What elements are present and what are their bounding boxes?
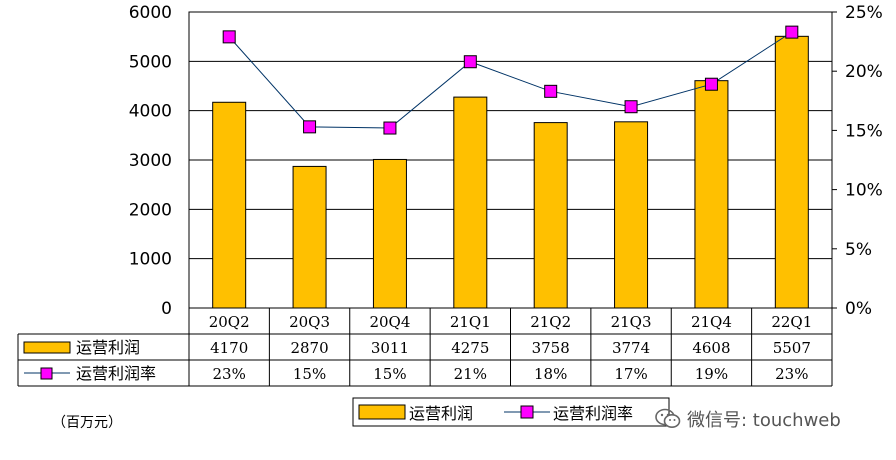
x-category-label: 22Q1 xyxy=(771,313,812,331)
legend-bar-key xyxy=(358,404,406,420)
bar xyxy=(212,101,247,309)
bar xyxy=(614,121,649,309)
line-marker xyxy=(383,121,397,135)
legend-line-marker xyxy=(520,405,534,419)
x-category-label: 21Q2 xyxy=(530,313,571,331)
table-row-label: 运营利润率 xyxy=(76,364,156,383)
table-cell: 3758 xyxy=(532,339,570,357)
y-left-tick-label: 0 xyxy=(161,299,172,319)
data-table: 20Q2 20Q3 20Q4 21Q1 21Q2 21Q3 21Q4 22Q1 运营利润 4170… xyxy=(17,308,833,387)
line-marker xyxy=(624,100,638,114)
bar xyxy=(533,122,568,309)
y-left-tick-label: 5000 xyxy=(129,52,172,72)
margin-line-path xyxy=(228,31,793,129)
x-category-label: 21Q1 xyxy=(450,313,491,331)
bar xyxy=(372,158,407,309)
bars xyxy=(212,35,809,309)
table-cell: 4170 xyxy=(210,339,248,357)
legend-bar-label: 运营利润 xyxy=(409,404,473,423)
bar xyxy=(774,35,809,309)
table-cell: 3774 xyxy=(612,339,650,357)
x-category-label: 20Q3 xyxy=(289,313,330,331)
table-cell: 5507 xyxy=(773,339,811,357)
table-cell: 15% xyxy=(293,365,326,383)
legend: 运营利润 运营利润率 xyxy=(352,397,670,427)
watermark-text: 微信号: touchweb xyxy=(687,410,841,431)
table-cell: 18% xyxy=(534,365,567,383)
y-left-tick-label: 2000 xyxy=(129,200,172,220)
x-category-label: 21Q3 xyxy=(611,313,652,331)
table-cell: 2870 xyxy=(290,339,328,357)
row-key-bar xyxy=(23,341,71,354)
line-marker xyxy=(704,77,718,91)
unit-note: （百万元） xyxy=(52,415,122,431)
x-category-label: 21Q4 xyxy=(691,313,732,331)
table-cell: 17% xyxy=(614,365,647,383)
bar xyxy=(292,165,327,309)
table-cell: 23% xyxy=(213,365,246,383)
y-right-tick-label: 0% xyxy=(845,299,872,319)
row-key-marker xyxy=(40,367,53,380)
line-marker xyxy=(222,30,236,44)
table-cell: 4275 xyxy=(451,339,489,357)
margin-line xyxy=(222,25,799,135)
y-right-tick-label: 25% xyxy=(845,3,883,23)
y-right-tick-label: 5% xyxy=(845,240,872,260)
y-left-tick-label: 3000 xyxy=(129,151,172,171)
y-left-tick-label: 4000 xyxy=(129,102,172,122)
y-left-tick-label: 1000 xyxy=(129,250,172,270)
x-category-label: 20Q4 xyxy=(369,313,410,331)
x-category-label: 20Q2 xyxy=(209,313,250,331)
table-row-label: 运营利润 xyxy=(76,338,140,357)
y-right-tick-label: 20% xyxy=(845,62,883,82)
table-cell: 19% xyxy=(695,365,728,383)
gridlines xyxy=(189,11,832,309)
y-right-tick-label: 15% xyxy=(845,121,883,141)
table-cell: 15% xyxy=(373,365,406,383)
table-cell: 3011 xyxy=(371,339,409,357)
table-cell: 21% xyxy=(454,365,487,383)
y-left-tick-label: 6000 xyxy=(129,3,172,23)
y-right-tick-label: 10% xyxy=(845,181,883,201)
line-marker xyxy=(463,55,477,69)
wechat-icon xyxy=(655,408,681,428)
table-cell: 23% xyxy=(775,365,808,383)
line-marker xyxy=(303,120,317,134)
line-marker xyxy=(785,25,799,39)
bar xyxy=(453,96,488,309)
legend-line-label: 运营利润率 xyxy=(553,404,633,423)
table-cell: 4608 xyxy=(692,339,730,357)
line-marker xyxy=(544,84,558,98)
bar xyxy=(694,80,729,309)
watermark: 微信号: touchweb xyxy=(655,406,841,432)
